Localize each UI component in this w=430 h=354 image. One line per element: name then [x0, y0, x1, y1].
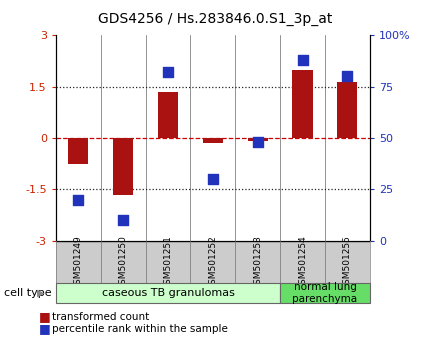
- Text: GSM501255: GSM501255: [343, 235, 352, 290]
- Bar: [56, 283, 280, 303]
- Text: GSM501254: GSM501254: [298, 235, 307, 290]
- Text: normal lung
parenchyma: normal lung parenchyma: [292, 282, 357, 304]
- Text: caseous TB granulomas: caseous TB granulomas: [101, 288, 234, 298]
- Point: [165, 69, 172, 75]
- Bar: [203, 138, 223, 143]
- Point: [299, 57, 306, 63]
- Bar: [56, 241, 101, 285]
- Text: GSM501253: GSM501253: [253, 235, 262, 290]
- Point: [209, 176, 216, 182]
- Text: percentile rank within the sample: percentile rank within the sample: [52, 324, 227, 333]
- Point: [75, 197, 82, 202]
- Text: ▶: ▶: [37, 288, 45, 298]
- Bar: [248, 138, 268, 142]
- Text: ■: ■: [39, 322, 51, 335]
- Text: cell type: cell type: [4, 288, 52, 298]
- Bar: [280, 283, 370, 303]
- Bar: [190, 241, 235, 285]
- Text: GSM501249: GSM501249: [74, 235, 83, 290]
- Bar: [292, 70, 313, 138]
- Text: ■: ■: [39, 310, 51, 323]
- Bar: [101, 241, 146, 285]
- Point: [254, 139, 261, 145]
- Point: [344, 74, 351, 79]
- Text: GDS4256 / Hs.283846.0.S1_3p_at: GDS4256 / Hs.283846.0.S1_3p_at: [98, 12, 332, 27]
- Text: GSM501252: GSM501252: [209, 235, 217, 290]
- Text: transformed count: transformed count: [52, 312, 149, 322]
- Text: GSM501251: GSM501251: [163, 235, 172, 290]
- Bar: [158, 92, 178, 138]
- Text: GSM501250: GSM501250: [119, 235, 128, 290]
- Bar: [325, 241, 370, 285]
- Point: [120, 217, 126, 223]
- Bar: [235, 241, 280, 285]
- Bar: [113, 138, 133, 195]
- Bar: [68, 138, 89, 164]
- Bar: [146, 241, 190, 285]
- Bar: [337, 82, 357, 138]
- Bar: [280, 241, 325, 285]
